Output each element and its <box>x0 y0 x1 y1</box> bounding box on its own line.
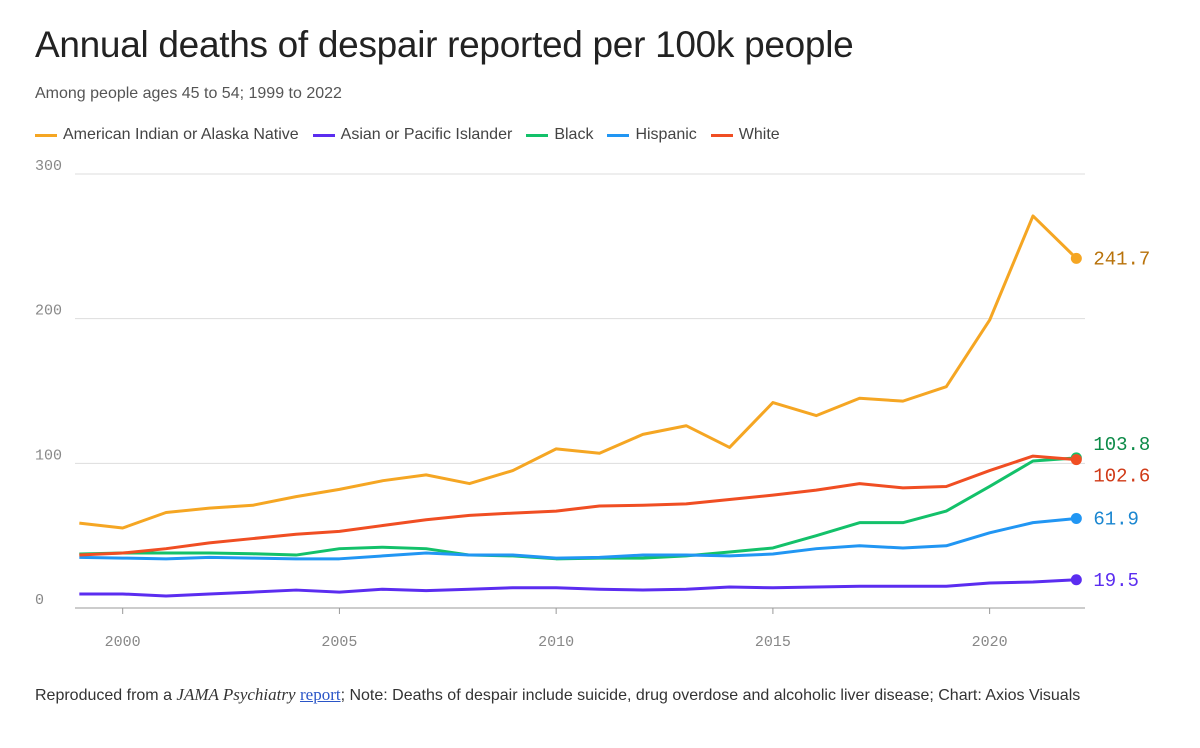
legend-swatch <box>526 133 549 137</box>
footer-journal: JAMA Psychiatry <box>176 685 296 704</box>
x-tick-label: 2015 <box>755 634 791 651</box>
y-tick-label: 0 <box>35 592 44 609</box>
chart-subtitle: Among people ages 45 to 54; 1999 to 2022 <box>35 85 342 102</box>
y-tick-label: 300 <box>35 160 62 175</box>
series-line <box>79 516 1077 561</box>
legend-swatch <box>607 133 630 137</box>
legend-swatch <box>312 133 335 137</box>
legend-item: Hispanic <box>607 126 697 144</box>
end-value-label: 102.6 <box>1093 466 1150 488</box>
report-link[interactable]: report <box>299 685 341 704</box>
legend-label: Hispanic <box>635 126 697 143</box>
footer-note-text: ; Note: Deaths of despair include suicid… <box>340 687 1081 704</box>
legend-swatch <box>35 133 57 137</box>
end-value-label: 103.8 <box>1093 434 1150 456</box>
x-tick-label: 2020 <box>972 634 1008 651</box>
legend-label: Asian or Pacific Islander <box>340 126 513 143</box>
x-tick-label: 2000 <box>105 634 141 651</box>
end-point-marker <box>1070 512 1082 524</box>
chart-title: Annual deaths of despair reported per 10… <box>35 24 854 65</box>
x-tick-label: 2010 <box>538 634 574 651</box>
series-line <box>79 454 1077 557</box>
legend-label: White <box>738 126 780 143</box>
legend-swatch <box>710 133 733 137</box>
line-chart: 0 100 200 300 2000 2005 2010 2015 2020 241.7 19.5 1… <box>35 160 1150 651</box>
series-line <box>79 578 1077 598</box>
end-point-marker <box>1070 252 1082 264</box>
end-point-marker <box>1070 574 1082 586</box>
legend-item: Asian or Pacific Islander <box>312 126 513 144</box>
y-tick-label: 200 <box>35 303 62 320</box>
legend: American Indian or Alaska Native Asian or… <box>35 126 780 144</box>
legend-label: American Indian or Alaska Native <box>63 126 299 143</box>
legend-item: White <box>710 126 780 144</box>
end-value-label: 241.7 <box>1093 248 1150 270</box>
end-point-marker <box>1070 454 1082 466</box>
end-value-label: 61.9 <box>1093 508 1139 530</box>
y-tick-label: 100 <box>35 447 62 464</box>
legend-item: American Indian or Alaska Native <box>35 126 299 144</box>
footer-prefix: Reproduced from a <box>35 687 177 704</box>
x-tick-label: 2005 <box>321 634 357 651</box>
end-value-label: 19.5 <box>1093 570 1139 592</box>
legend-label: Black <box>554 126 594 143</box>
legend-item: Black <box>526 126 593 144</box>
footer-note: Reproduced from a JAMA Psychiatry report… <box>35 678 1165 713</box>
series-line <box>79 214 1078 530</box>
